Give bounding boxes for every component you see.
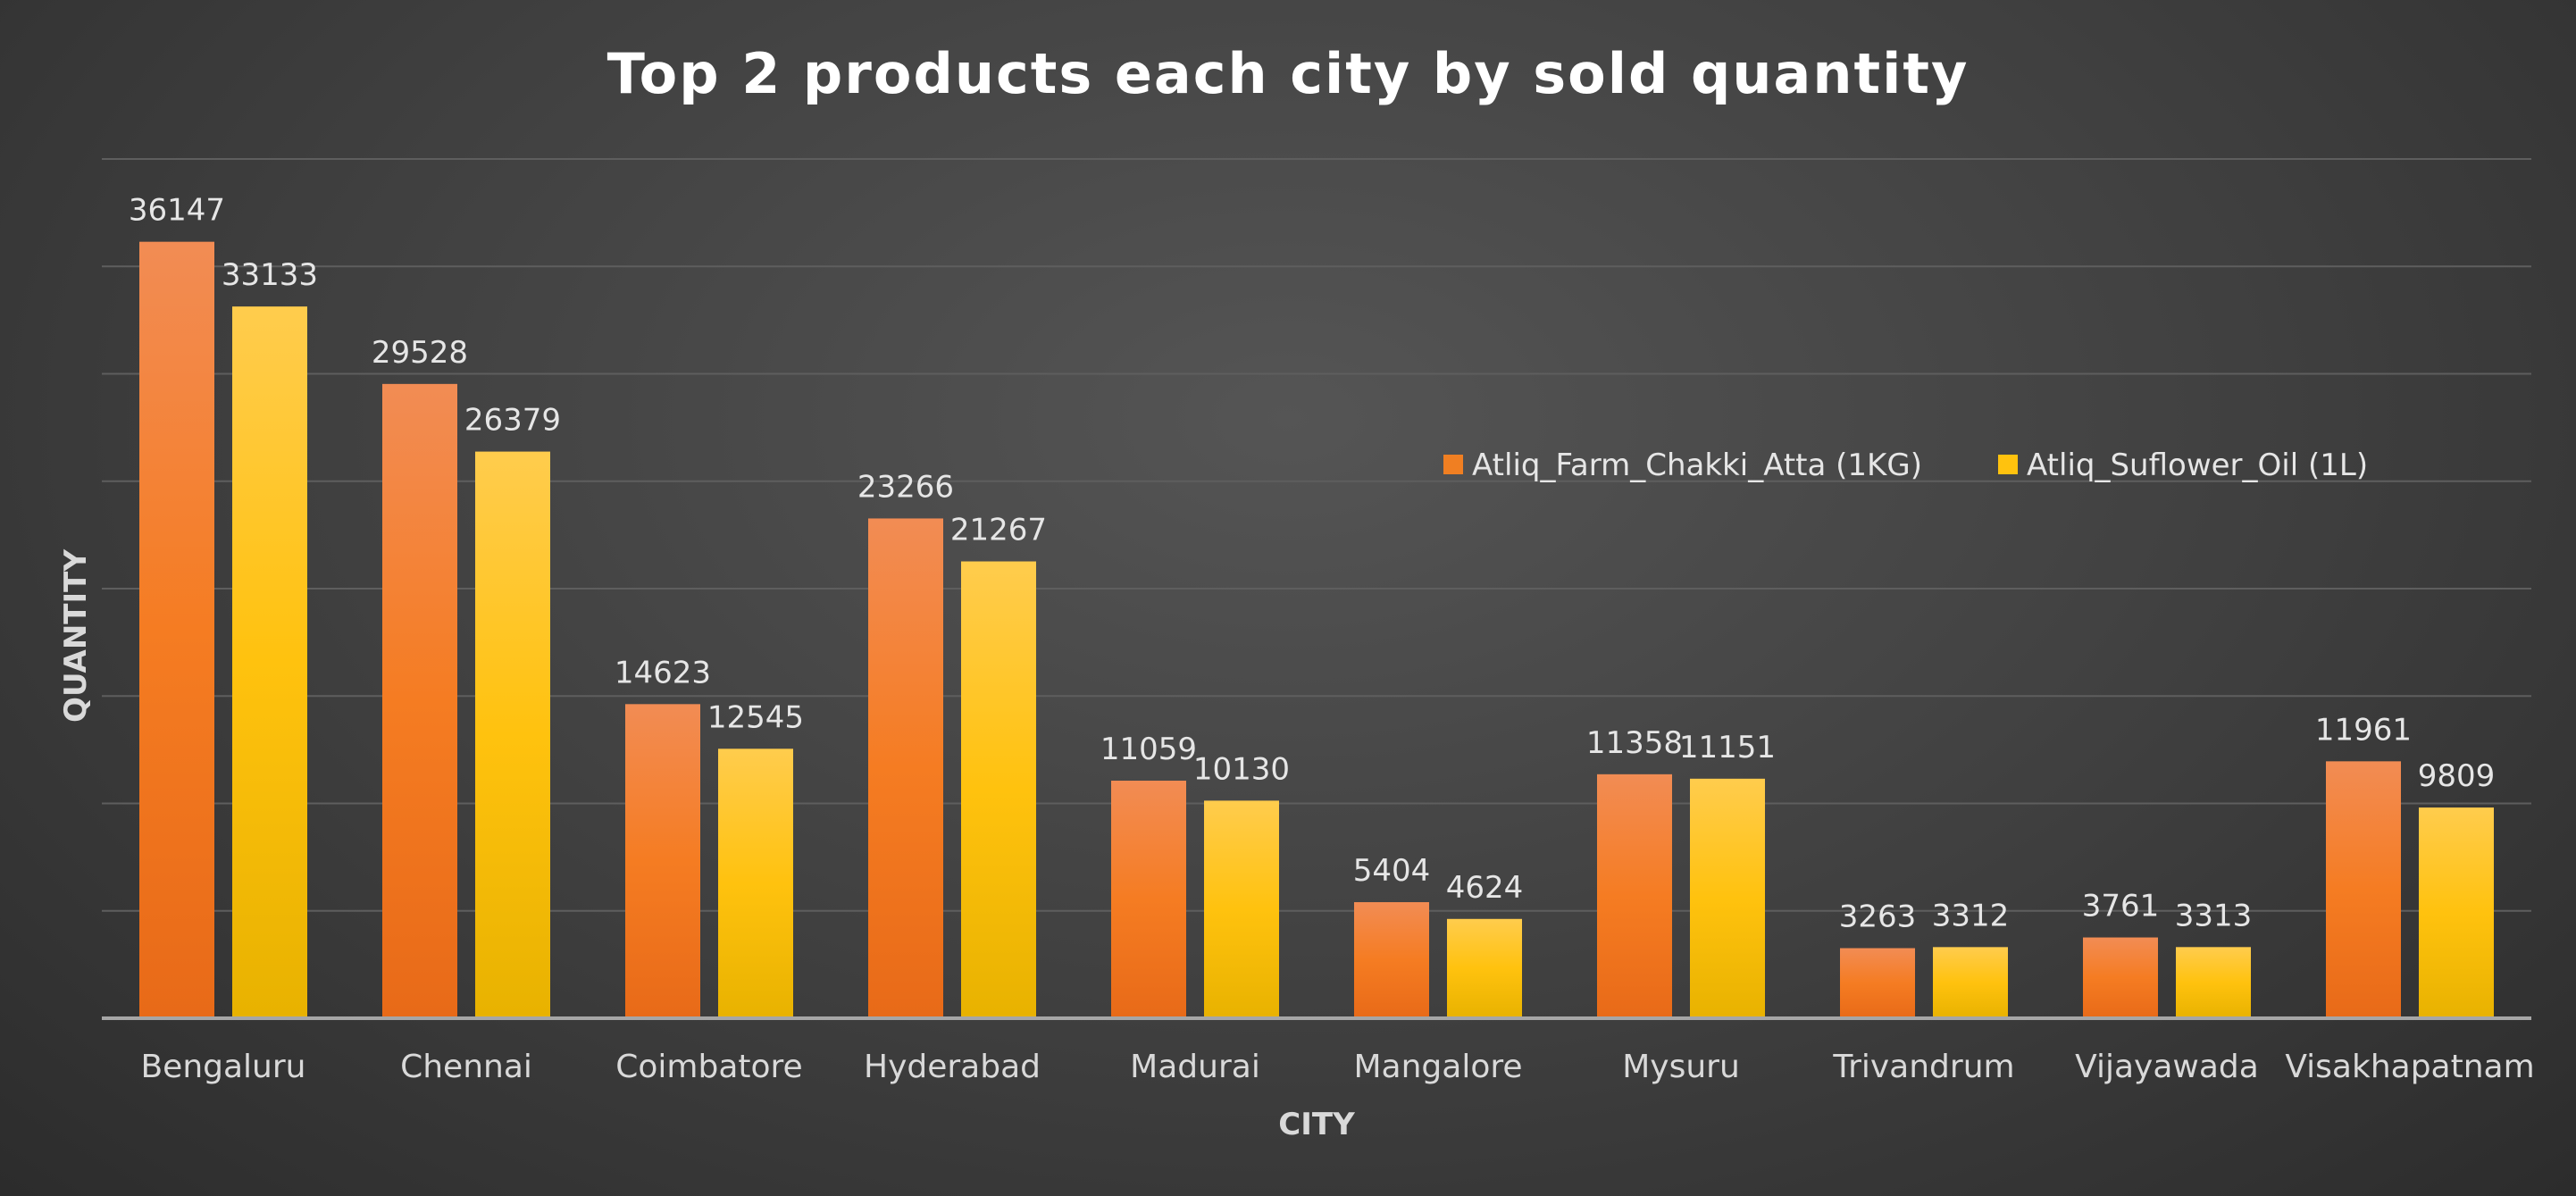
data-label-oil-madurai: 10130 [1193,751,1290,787]
category-label-mangalore: Mangalore [1353,1049,1522,1085]
data-label-atta-trivandrum: 3263 [1839,899,1917,935]
data-label-oil-chennai: 26379 [464,403,561,439]
category-label-trivandrum: Trivandrum [1832,1049,2014,1085]
bar-atta-mangalore [1354,902,1429,1018]
bar-atta-madurai [1111,781,1186,1018]
bar-oil-visakhapatnam [2419,807,2494,1018]
bar-atta-chennai [382,383,457,1019]
data-label-atta-hyderabad: 23266 [857,469,954,505]
data-label-atta-mangalore: 5404 [1353,853,1431,889]
bar-atta-bengaluru [139,241,214,1018]
data-label-oil-mangalore: 4624 [1446,870,1524,906]
bar-oil-hyderabad [961,561,1036,1018]
data-label-atta-mysuru: 11358 [1586,725,1683,761]
y-axis-title: QUANTITY [58,549,94,723]
legend-label-atta: Atliq_Farm_Chakki_Atta (1KG) [1472,447,1922,483]
bar-atta-visakhapatnam [2326,761,2401,1018]
data-label-atta-coimbatore: 14623 [615,655,711,690]
legend-label-oil: Atliq_Suflower_Oil (1L) [2027,447,2368,483]
data-label-oil-mysuru: 11151 [1679,730,1776,765]
category-label-coimbatore: Coimbatore [615,1049,802,1085]
bar-oil-madurai [1204,800,1279,1018]
data-label-oil-trivandrum: 3312 [1932,898,2010,933]
data-label-oil-coimbatore: 12545 [707,699,804,735]
category-label-visakhapatnam: Visakhapatnam [2285,1049,2534,1085]
data-label-oil-bengaluru: 33133 [222,257,318,293]
category-label-bengaluru: Bengaluru [140,1049,305,1085]
data-label-oil-vijayawada: 3313 [2175,898,2253,933]
bar-atta-mysuru [1597,774,1672,1018]
bar-oil-coimbatore [718,749,793,1018]
bar-atta-coimbatore [625,704,700,1018]
bar-atta-trivandrum [1840,948,1915,1018]
data-label-atta-visakhapatnam: 11961 [2315,712,2412,748]
bar-oil-bengaluru [232,306,307,1018]
data-label-atta-vijayawada: 3761 [2082,889,2160,924]
bar-oil-trivandrum [1933,947,2008,1018]
bars [139,241,2494,1019]
data-label-atta-bengaluru: 36147 [129,193,225,229]
bar-atta-vijayawada [2083,937,2158,1018]
category-label-mysuru: Mysuru [1622,1049,1740,1085]
category-label-vijayawada: Vijayawada [2075,1049,2259,1085]
category-label-hyderabad: Hyderabad [864,1049,1041,1085]
data-label-oil-visakhapatnam: 9809 [2418,758,2496,794]
x-axis-title: CITY [1278,1107,1355,1142]
category-labels: Bengaluru Chennai Coimbatore Hyderabad Madur… [140,1049,2534,1085]
data-label-atta-chennai: 29528 [372,335,468,371]
legend-swatch-oil [1998,455,2018,474]
category-label-madurai: Madurai [1130,1049,1260,1085]
category-label-chennai: Chennai [400,1049,532,1085]
data-labels: 36147 33133 29528 26379 14623 12545 23266 21267… [129,193,2495,935]
bar-oil-mangalore [1447,918,1522,1018]
legend: Atliq_Farm_Chakki_Atta (1KG) Atliq_Suflo… [1443,447,2368,483]
data-label-atta-madurai: 11059 [1100,732,1197,767]
legend-swatch-atta [1443,455,1463,474]
bar-oil-mysuru [1690,778,1765,1018]
data-label-oil-hyderabad: 21267 [950,513,1047,548]
gridlines [102,158,2531,912]
bar-oil-chennai [475,451,550,1018]
bar-oil-vijayawada [2176,947,2251,1018]
bar-atta-hyderabad [868,518,943,1018]
chart-title: Top 2 products each city by sold quantit… [607,41,1970,106]
